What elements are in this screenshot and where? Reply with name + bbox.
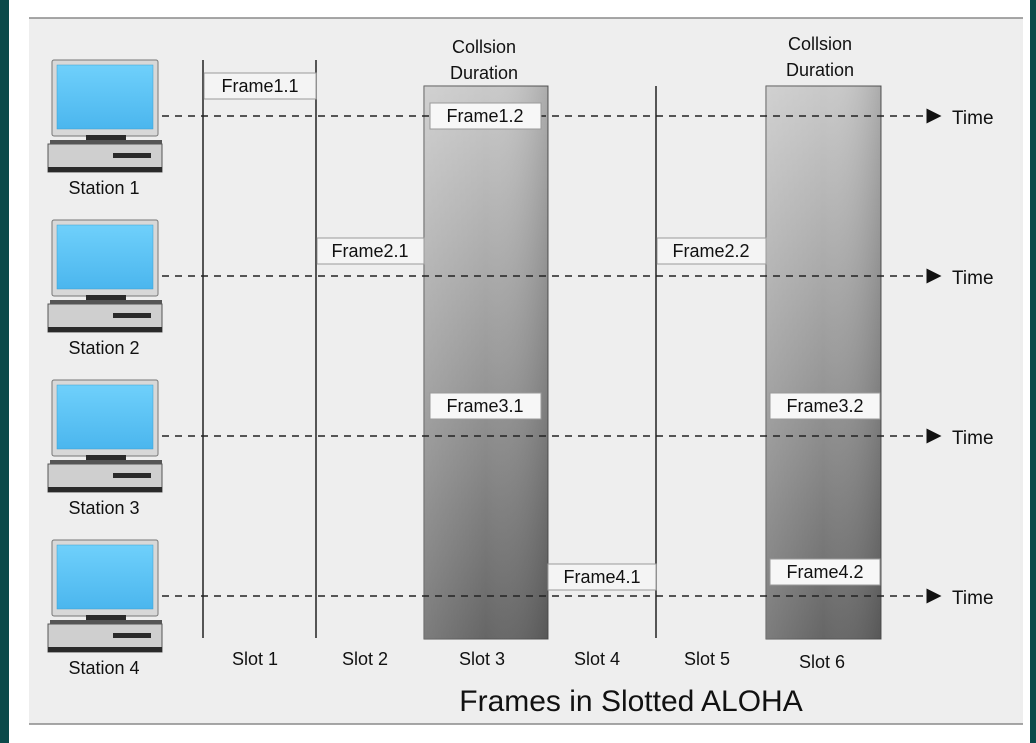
time-label-2: Time xyxy=(952,268,994,289)
svg-text:Frame1.2: Frame1.2 xyxy=(446,106,523,126)
frame-box-4-2: Frame4.2 xyxy=(769,558,881,586)
computer-icon xyxy=(47,59,163,173)
frame-box-3-2: Frame3.2 xyxy=(769,392,881,420)
collision-bar-slot3 xyxy=(423,85,549,640)
computer-icon xyxy=(47,539,163,653)
svg-text:Frame3.2: Frame3.2 xyxy=(786,396,863,416)
slot-label-6: Slot 6 xyxy=(799,652,845,672)
slot-label-5: Slot 5 xyxy=(684,649,730,669)
time-label-1: Time xyxy=(952,108,994,129)
frame-box-3-1: Frame3.1 xyxy=(429,392,542,420)
time-label-3: Time xyxy=(952,428,994,449)
slot-label-4: Slot 4 xyxy=(574,649,620,669)
frame-box-2-1: Frame2.1 xyxy=(316,237,425,265)
station-label-3: Station 3 xyxy=(68,498,139,518)
diagram-title: Frames in Slotted ALOHA xyxy=(459,685,802,718)
svg-text:Frame4.1: Frame4.1 xyxy=(563,567,640,587)
collision-header-1-line1: Collsion xyxy=(452,37,516,57)
collision-header-2-line2: Duration xyxy=(786,60,854,80)
slot-dividers xyxy=(202,60,657,638)
station-label-4: Station 4 xyxy=(68,658,139,678)
svg-text:Frame1.1: Frame1.1 xyxy=(221,76,298,96)
time-label-4: Time xyxy=(952,588,994,609)
frame-box-1-2: Frame1.2 xyxy=(429,102,542,130)
svg-text:Frame3.1: Frame3.1 xyxy=(446,396,523,416)
computer-icon xyxy=(47,219,163,333)
slot-label-2: Slot 2 xyxy=(342,649,388,669)
station-label-1: Station 1 xyxy=(68,178,139,198)
collision-header-1-line2: Duration xyxy=(450,63,518,83)
slot-label-1: Slot 1 xyxy=(232,649,278,669)
svg-text:Frame2.2: Frame2.2 xyxy=(672,241,749,261)
station-label-2: Station 2 xyxy=(68,338,139,358)
collision-header-2-line1: Collsion xyxy=(788,34,852,54)
svg-text:Frame2.1: Frame2.1 xyxy=(331,241,408,261)
slot-label-3: Slot 3 xyxy=(459,649,505,669)
computer-icon xyxy=(47,379,163,493)
svg-text:Frame4.2: Frame4.2 xyxy=(786,562,863,582)
frame-box-1-1: Frame1.1 xyxy=(203,72,317,100)
frame-box-2-2: Frame2.2 xyxy=(656,237,767,265)
frame-box-4-1: Frame4.1 xyxy=(547,563,657,591)
collision-bar-slot6 xyxy=(765,85,882,640)
